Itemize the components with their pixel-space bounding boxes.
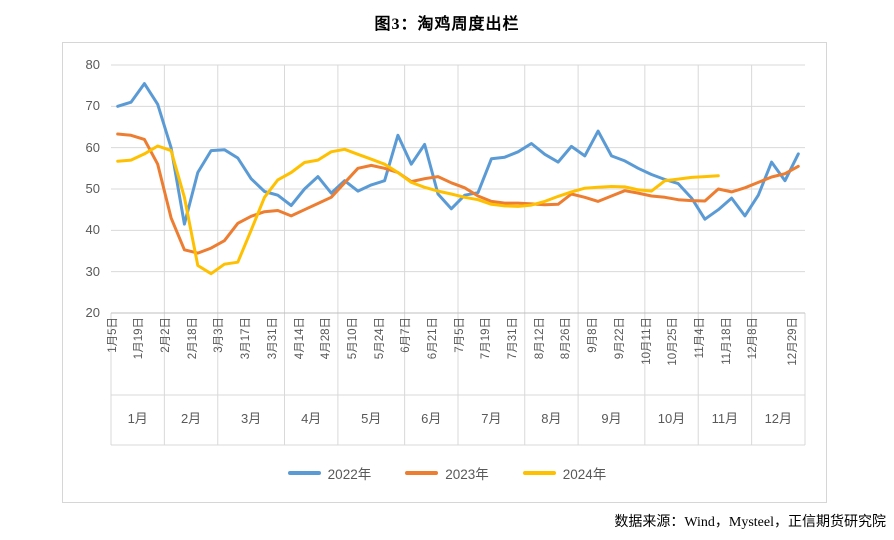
legend-line-swatch <box>287 471 321 475</box>
y-tick-label: 70 <box>85 98 100 114</box>
month-label-3月: 3月 <box>241 411 262 426</box>
x-date-tick-label: 11月18日 <box>720 317 733 365</box>
month-label-10月: 10月 <box>657 411 686 426</box>
x-date-tick-label: 10月25日 <box>667 317 680 366</box>
x-date-tick-label: 1月19日 <box>133 317 146 360</box>
x-date-tick-label: 7月5日 <box>453 317 466 353</box>
legend-item-2023年: 2023年 <box>405 463 489 483</box>
x-date-tick-label: 12月8日 <box>747 317 760 360</box>
y-tick-label: 30 <box>85 263 100 279</box>
x-date-tick-label: 4月14日 <box>293 317 306 360</box>
y-tick-label: 20 <box>85 305 100 320</box>
y-tick-label: 50 <box>85 181 100 196</box>
x-date-tick-label: 9月22日 <box>613 317 626 360</box>
data-source-note: 数据来源：Wind，Mysteel，正信期货研究院 <box>614 515 886 530</box>
x-date-tick-label: 2月18日 <box>186 317 199 360</box>
x-date-tick-label: 8月26日 <box>560 317 573 360</box>
y-tick-label: 80 <box>85 57 100 72</box>
legend-line-swatch <box>405 471 439 475</box>
series-line-2024年 <box>116 144 720 276</box>
x-date-tick-label: 11月4日 <box>693 317 706 359</box>
x-date-tick-label: 6月7日 <box>400 317 413 353</box>
x-date-tick-label: 1月5日 <box>106 317 119 353</box>
x-date-tick-label: 10月11日 <box>640 317 653 365</box>
y-tick-label: 40 <box>85 222 100 238</box>
x-date-tick-label: 3月17日 <box>240 317 253 360</box>
x-date-tick-label: 9月8日 <box>587 317 600 353</box>
chart-title: 图3：淘鸡周度出栏 <box>374 16 520 33</box>
x-date-tick-label: 2月2日 <box>160 317 173 353</box>
series-line-2022年 <box>116 82 800 226</box>
month-label-5月: 5月 <box>361 411 382 426</box>
x-date-tick-label: 8月12日 <box>533 317 546 360</box>
legend-label: 2024年 <box>562 467 607 482</box>
month-label-2月: 2月 <box>180 411 202 426</box>
x-date-tick-label: 3月31日 <box>266 317 279 360</box>
x-date-tick-label: 7月31日 <box>507 317 520 360</box>
x-date-tick-label: 12月29日 <box>787 317 800 366</box>
y-tick-label: 60 <box>85 139 100 155</box>
legend-label: 2023年 <box>445 467 489 482</box>
legend-line-swatch <box>522 471 556 475</box>
legend-item-2024年: 2024年 <box>522 463 607 483</box>
month-label-7月: 7月 <box>481 411 502 426</box>
month-label-9月: 9月 <box>601 411 622 426</box>
x-date-tick-label: 3月3日 <box>213 317 226 353</box>
x-date-tick-label: 7月19日 <box>480 317 493 360</box>
legend-label: 2022年 <box>327 467 372 482</box>
month-label-1月: 1月 <box>127 411 148 426</box>
chart-legend: 2022年 2023年 2024年 <box>0 463 894 483</box>
month-label-11月: 11月 <box>711 411 739 426</box>
month-label-6月: 6月 <box>421 411 442 426</box>
legend-item-2022年: 2022年 <box>287 463 372 483</box>
month-label-4月: 4月 <box>301 411 322 426</box>
x-date-tick-label: 5月10日 <box>346 317 359 360</box>
x-date-tick-label: 4月28日 <box>320 317 333 360</box>
x-date-tick-label: 5月24日 <box>373 317 386 360</box>
month-label-8月: 8月 <box>541 411 562 426</box>
chart-plot-container <box>62 42 827 503</box>
month-label-12月: 12月 <box>764 411 793 426</box>
x-date-tick-label: 6月21日 <box>426 317 439 360</box>
series-line-2023年 <box>116 132 800 255</box>
